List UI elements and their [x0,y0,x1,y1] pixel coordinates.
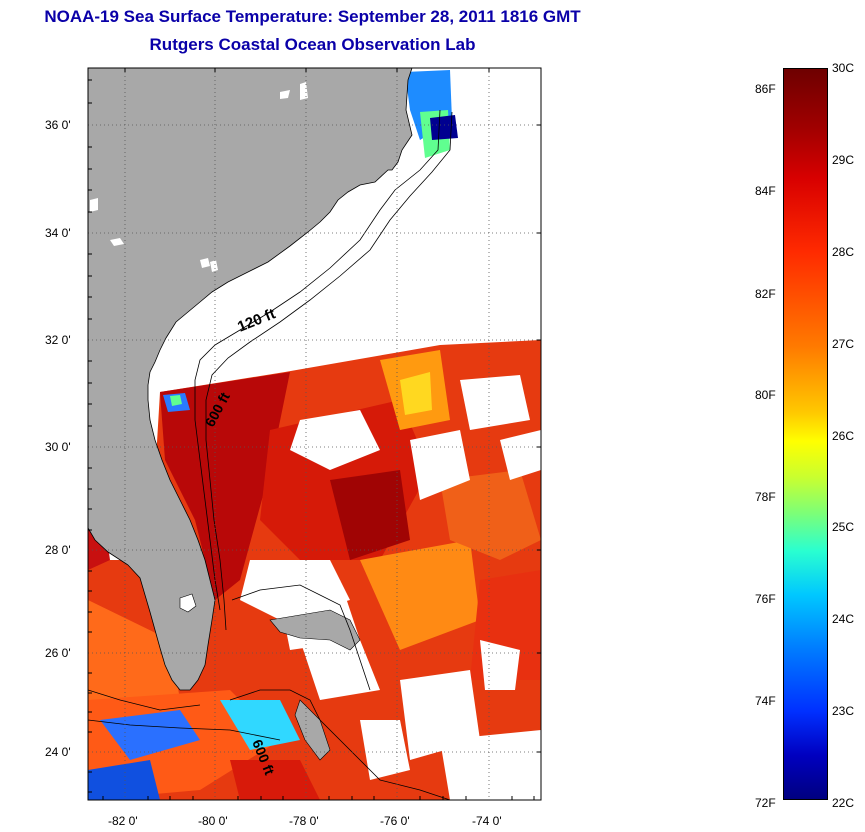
colorbar-label-22c: 22C [832,796,855,810]
cloud-mask [240,375,541,800]
colorbar-label-27c: 27C [832,337,855,351]
lon-label-76: -76 0' [380,814,410,828]
colorbar-label-25c: 25C [832,520,855,534]
colorbar-label-24c: 24C [832,612,855,626]
lon-label-78: -78 0' [289,814,319,828]
lat-label-32: 32 0' [45,333,71,347]
colorbar-label-86f: 86F [755,82,776,96]
colorbar-label-30c: 30C [832,61,855,75]
colorbar-label-23c: 23C [832,704,855,718]
map-frame [87,67,542,801]
colorbar-label-78f: 78F [755,490,776,504]
colorbar-label-26c: 26C [832,429,855,443]
colorbar-label-28c: 28C [832,245,855,259]
lat-label-26: 26 0' [45,646,71,660]
lon-label-82: -82 0' [108,814,138,828]
colorbar-label-80f: 80F [755,388,776,402]
colorbar-label-84f: 84F [755,184,776,198]
lat-label-24: 24 0' [45,745,71,759]
lat-label-34: 34 0' [45,226,71,240]
temperature-colorbar [783,68,828,800]
title-line-2: Rutgers Coastal Ocean Observation Lab [149,35,476,54]
colorbar-label-29c: 29C [832,153,855,167]
colorbar-label-82f: 82F [755,287,776,301]
lon-label-80: -80 0' [198,814,228,828]
title-line-1: NOAA-19 Sea Surface Temperature: Septemb… [44,7,581,26]
colorbar-label-74f: 74F [755,694,776,708]
lon-label-74: -74 0' [472,814,502,828]
colorbar-label-72f: 72F [755,796,776,810]
lat-label-30: 30 0' [45,440,71,454]
landmass [88,68,413,761]
lat-label-36: 36 0' [45,118,71,132]
map-ticks [88,68,541,800]
bathymetry-contours [88,109,453,800]
colorbar-label-76f: 76F [755,592,776,606]
lat-label-28: 28 0' [45,543,71,557]
